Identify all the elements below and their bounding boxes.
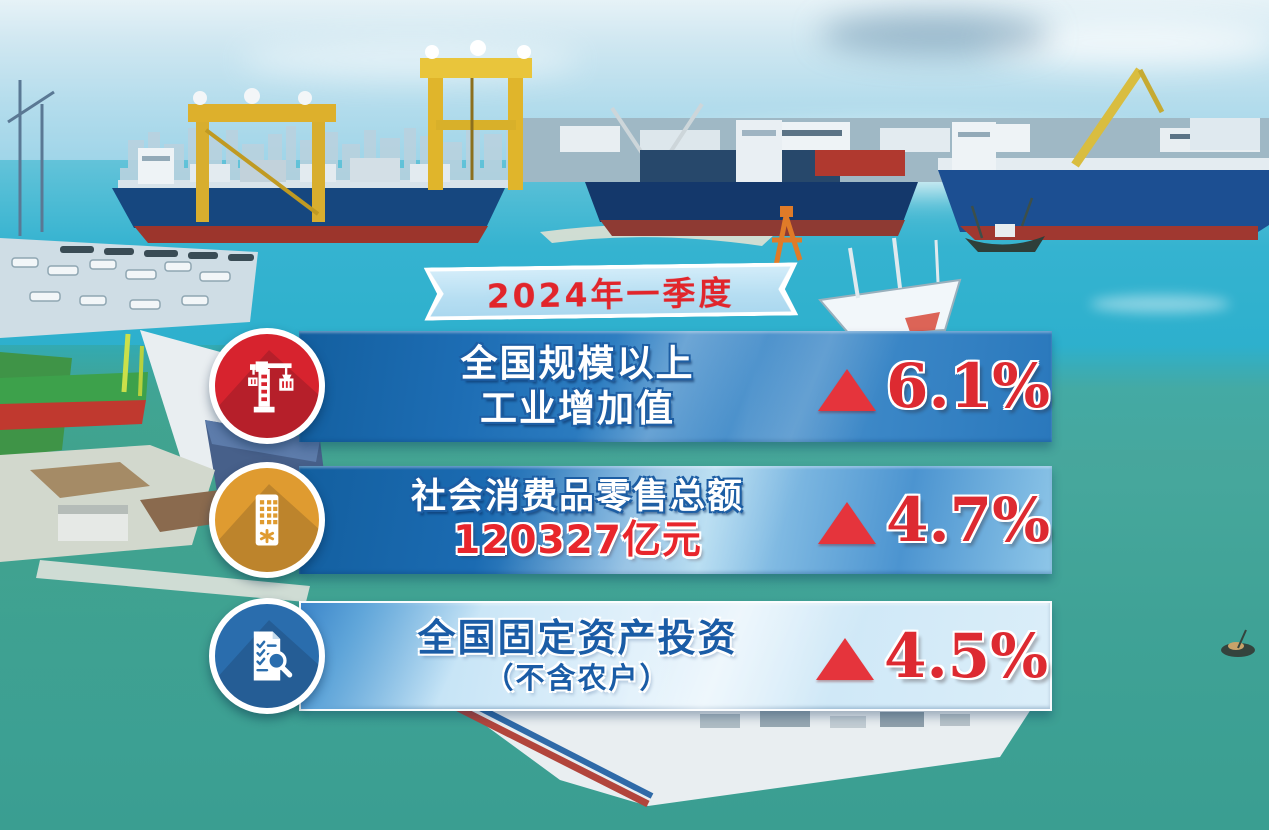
up-triangle-icon	[816, 638, 874, 680]
stat-change-value: 4.5%	[884, 620, 1049, 692]
small-boat-right	[1221, 629, 1255, 657]
stat-row-fixed-asset-investment: 全国固定资产投资 （不含农户） 4.5%	[299, 601, 1052, 711]
stat-label-line1: 社会消费品零售总额	[410, 476, 744, 517]
gantry-crane-left	[188, 88, 336, 222]
white-fishing-vessel	[818, 237, 962, 337]
stat-label-line1: 全国规模以上	[460, 342, 695, 386]
retail-icon-circle	[209, 462, 325, 578]
gantry-crane-tall	[420, 40, 532, 190]
cargo-ship-middle	[585, 102, 918, 236]
left-quay	[0, 80, 258, 338]
stat-label-line2: （不含农户）	[484, 661, 671, 696]
title-banner: 2024年一季度	[424, 262, 799, 320]
orange-derrick	[772, 206, 803, 267]
stat-label-line2: 工业增加值	[480, 386, 675, 430]
retail-terminal-icon	[255, 494, 279, 546]
industrial-icon-circle	[209, 328, 325, 444]
water-streak	[1090, 295, 1230, 313]
title-banner-text: 2024年一季度	[486, 272, 735, 316]
port-masts	[7, 80, 55, 236]
document-search-icon	[253, 631, 293, 681]
dark-boat-row	[60, 246, 254, 261]
fishing-boat-dark	[965, 197, 1045, 252]
stat-label-retail: 社会消费品零售总额 120327亿元	[345, 466, 810, 574]
title-banner-ribbon: 2024年一季度	[430, 266, 792, 316]
breakwater-pier	[455, 700, 1035, 808]
stat-change-investment: 4.5%	[802, 603, 1048, 709]
stat-label-investment: 全国固定资产投资 （不含农户）	[347, 603, 808, 709]
stat-row-retail-sales: 社会消费品零售总额 120327亿元 4.7%	[299, 466, 1052, 574]
investment-icon-circle	[209, 598, 325, 714]
up-triangle-icon	[818, 368, 876, 411]
stat-change-industrial: 6.1%	[804, 331, 1050, 442]
stat-label-industrial: 全国规模以上 工业增加值	[345, 331, 810, 442]
stat-change-retail: 4.7%	[804, 466, 1050, 574]
stat-change-value: 6.1%	[886, 351, 1051, 422]
cargo-ship-right	[938, 67, 1269, 240]
stat-label-line1: 全国固定资产投资	[417, 615, 738, 660]
stat-value-yuan: 120327亿元	[453, 517, 702, 563]
tower-crane-icon	[248, 361, 294, 413]
up-triangle-icon	[818, 502, 876, 544]
cloud-dark	[820, 12, 1050, 56]
stat-row-industrial-added-value: 全国规模以上 工业增加值 6.1%	[299, 331, 1052, 442]
stat-change-value: 4.7%	[886, 484, 1051, 556]
